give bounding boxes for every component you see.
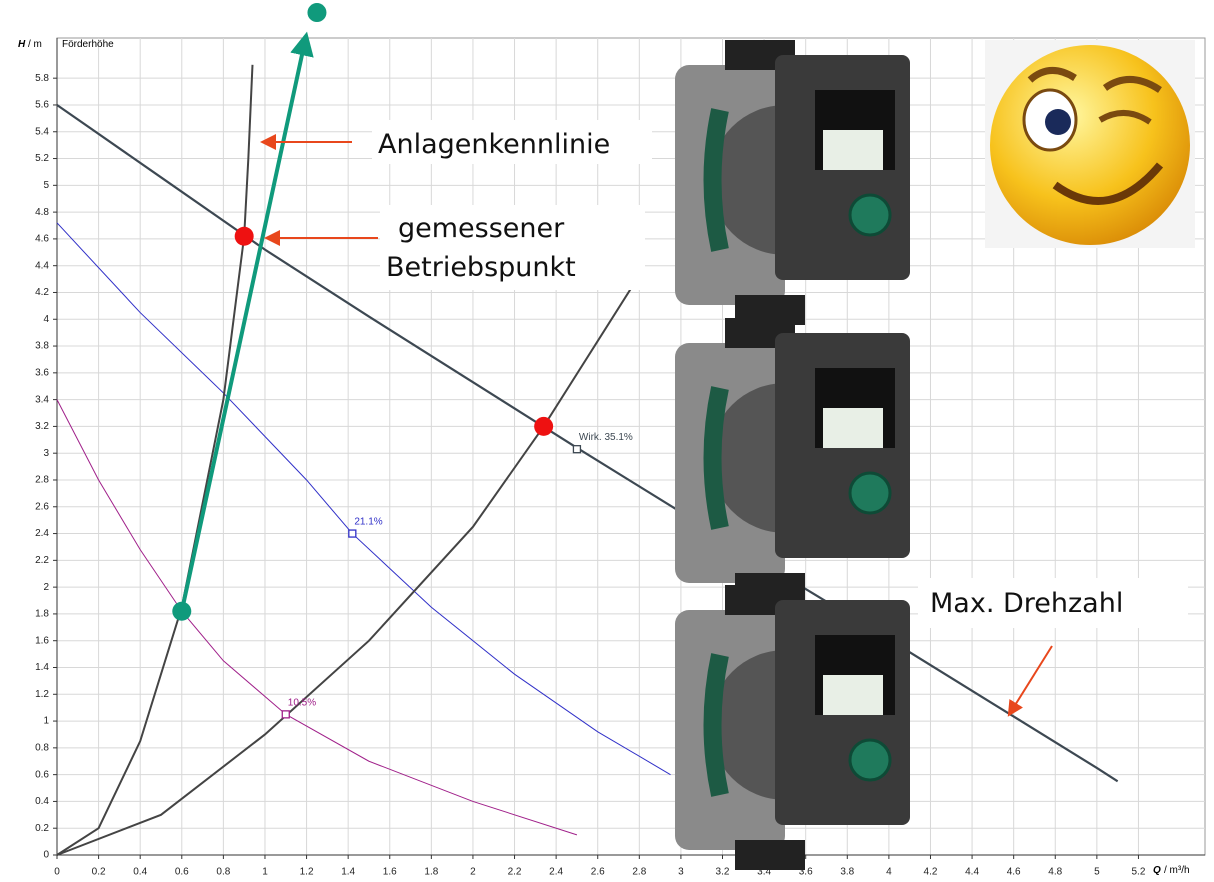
x-tick-label: 2.8 xyxy=(632,867,646,878)
point xyxy=(534,417,553,436)
smiley-image xyxy=(985,40,1195,248)
x-tick-label: 1.8 xyxy=(424,867,438,878)
x-label-unit: / m³/h xyxy=(1164,865,1190,876)
data-label: Wirk. 35.1% xyxy=(579,432,633,443)
pump-ring xyxy=(713,110,721,250)
y-tick-label: 0 xyxy=(43,850,49,861)
x-tick-label: 1.4 xyxy=(341,867,355,878)
y-tick-label: 0.2 xyxy=(35,823,49,834)
x-tick-label: 5.2 xyxy=(1131,867,1145,878)
x-tick-label: 4.4 xyxy=(965,867,979,878)
y-tick-label: 5 xyxy=(43,180,49,191)
x-tick-label: 2.2 xyxy=(508,867,522,878)
x-tick-label: 4 xyxy=(886,867,892,878)
y-tick-label: 3 xyxy=(43,448,49,459)
x-tick-label: 3.2 xyxy=(716,867,730,878)
y-tick-label: 2.6 xyxy=(35,501,49,512)
y-tick-label: 5.8 xyxy=(35,73,49,84)
y-tick-label: 4.4 xyxy=(35,260,49,271)
x-tick-label: 0 xyxy=(54,867,60,878)
pump-knob xyxy=(850,740,890,780)
y-tick-label: 3.2 xyxy=(35,421,49,432)
annotation: Betriebspunkt xyxy=(386,252,576,283)
x-tick-label: 5 xyxy=(1094,867,1100,878)
y-tick-label: 4.6 xyxy=(35,234,49,245)
x-tick-label: 1.6 xyxy=(383,867,397,878)
y-label-unit: / m xyxy=(28,39,42,50)
pump-knob xyxy=(850,195,890,235)
point xyxy=(172,602,191,621)
y-tick-label: 1.6 xyxy=(35,635,49,646)
y-tick-label: 3.6 xyxy=(35,367,49,378)
y-tick-label: 1.2 xyxy=(35,689,49,700)
marker xyxy=(349,530,356,537)
pump-screen xyxy=(823,408,883,448)
annotation: Anlagenkennlinie xyxy=(378,129,610,160)
pump-ring xyxy=(713,388,721,528)
pump-flange xyxy=(735,840,805,870)
y-tick-label: 2.2 xyxy=(35,555,49,566)
point xyxy=(235,227,254,246)
y-tick-label: 5.2 xyxy=(35,153,49,164)
annotation: gemessener xyxy=(398,213,565,244)
x-tick-label: 4.6 xyxy=(1007,867,1021,878)
x-label-symbol: Q xyxy=(1153,865,1161,876)
annotation: Max. Drehzahl xyxy=(930,588,1123,619)
point xyxy=(307,3,326,22)
x-tick-label: 0.8 xyxy=(216,867,230,878)
pump-knob xyxy=(850,473,890,513)
marker xyxy=(573,446,580,453)
y-tick-label: 2.8 xyxy=(35,475,49,486)
y-tick-label: 4 xyxy=(43,314,49,325)
x-tick-label: 3 xyxy=(678,867,684,878)
x-tick-label: 3.8 xyxy=(840,867,854,878)
pump-ring xyxy=(713,655,721,795)
x-tick-label: 0.2 xyxy=(92,867,106,878)
y-tick-label: 0.4 xyxy=(35,796,49,807)
y-tick-label: 5.6 xyxy=(35,100,49,111)
x-tick-label: 0.4 xyxy=(133,867,147,878)
y-tick-label: 0.6 xyxy=(35,769,49,780)
y-tick-label: 2.4 xyxy=(35,528,49,539)
x-tick-label: 1 xyxy=(262,867,268,878)
x-tick-label: 1.2 xyxy=(300,867,314,878)
pump-image xyxy=(675,40,910,870)
chart: 0 0.2 0.4 0.6 0.8 1 1.2 1.4 1.6 1.8 2 2.2 2.4 2.6 2.8 3… xyxy=(0,0,1214,882)
y-label-symbol: H xyxy=(18,39,26,50)
x-tick-label: 2 xyxy=(470,867,476,878)
x-tick-label: 2.4 xyxy=(549,867,563,878)
y-tick-label: 1.8 xyxy=(35,609,49,620)
data-label: 10.5% xyxy=(288,697,316,708)
y-title: Förderhöhe xyxy=(62,39,114,50)
pump-screen xyxy=(823,675,883,715)
y-tick-label: 4.8 xyxy=(35,207,49,218)
x-tick-label: 2.6 xyxy=(591,867,605,878)
data-label: 21.1% xyxy=(354,517,382,528)
y-tick-label: 1 xyxy=(43,716,49,727)
y-tick-label: 3.4 xyxy=(35,394,49,405)
y-tick-label: 1.4 xyxy=(35,662,49,673)
marker xyxy=(282,711,289,718)
y-tick-label: 3.8 xyxy=(35,341,49,352)
y-tick-label: 2 xyxy=(43,582,49,593)
pump-screen xyxy=(823,130,883,170)
y-tick-label: 0.8 xyxy=(35,742,49,753)
x-tick-label: 4.8 xyxy=(1048,867,1062,878)
y-tick-label: 5.4 xyxy=(35,126,49,137)
y-tick-label: 4.2 xyxy=(35,287,49,298)
x-tick-label: 4.2 xyxy=(924,867,938,878)
x-tick-label: 0.6 xyxy=(175,867,189,878)
